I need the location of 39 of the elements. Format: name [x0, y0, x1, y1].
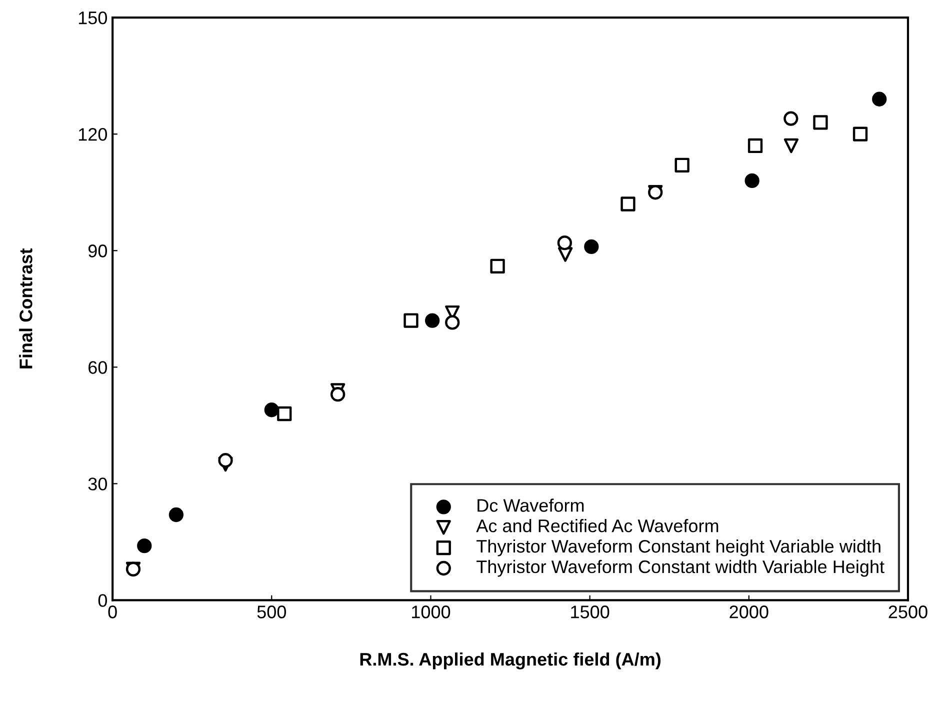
- point: [277, 406, 292, 422]
- point: [620, 196, 636, 212]
- legend-label: Thyristor Waveform Constant width Variable Height: [476, 560, 884, 577]
- legend-label: Ac and Rectified Ac Waveform: [476, 519, 718, 532]
- point: [137, 538, 152, 554]
- point: [168, 507, 184, 522]
- x-tick-label: 1000: [412, 606, 450, 618]
- y-tick-label: 30: [88, 478, 107, 490]
- x-tick-label: 1500: [571, 606, 610, 618]
- point: [813, 115, 828, 130]
- y-tick-label: 60: [88, 361, 107, 374]
- point: [404, 313, 418, 328]
- x-tick-label: 500: [257, 606, 286, 618]
- y-tick-label: 90: [88, 244, 107, 258]
- point: [264, 402, 279, 418]
- point: [744, 173, 760, 188]
- x-tick-label: 2500: [888, 606, 928, 618]
- point: [445, 315, 460, 330]
- point: [748, 138, 763, 154]
- x-axis-title: R.M.S. Applied Magnetic field (A/m): [360, 652, 661, 670]
- x-tick-label: 2000: [730, 606, 768, 618]
- point: [557, 236, 572, 250]
- y-tick-label: 0: [98, 594, 107, 607]
- point: [490, 258, 505, 274]
- x-tick-label: 0: [108, 606, 117, 618]
- legend-label: Thyristor Waveform Constant height Variable width: [476, 539, 880, 556]
- point: [425, 313, 440, 328]
- point: [784, 138, 799, 154]
- point: [584, 239, 599, 254]
- point: [872, 92, 887, 106]
- y-tick-label: 150: [78, 11, 107, 24]
- y-tick-label: 120: [78, 128, 107, 141]
- legend-label: Dc Waveform: [478, 498, 584, 512]
- y-axis-title: Final Contrast: [19, 248, 32, 368]
- point: [784, 111, 798, 126]
- point: [852, 126, 868, 142]
- point: [218, 453, 233, 468]
- point: [674, 158, 690, 172]
- point: [330, 387, 346, 402]
